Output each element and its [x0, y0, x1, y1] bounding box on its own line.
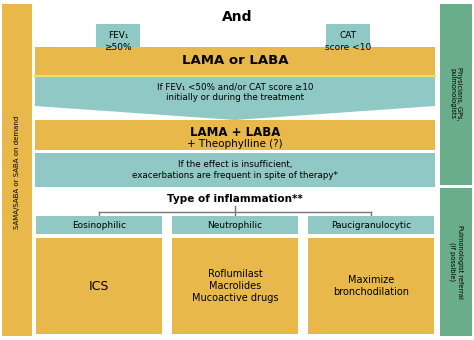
Text: LAMA or LABA: LAMA or LABA: [182, 54, 288, 68]
Text: score <10: score <10: [325, 42, 371, 51]
Text: And: And: [222, 10, 252, 24]
FancyBboxPatch shape: [172, 216, 298, 234]
FancyBboxPatch shape: [440, 4, 472, 185]
FancyBboxPatch shape: [36, 238, 162, 334]
FancyBboxPatch shape: [172, 238, 298, 334]
Text: Physicians, GPs,
pulmonologists: Physicians, GPs, pulmonologists: [449, 67, 463, 121]
Text: + Theophylline (?): + Theophylline (?): [187, 139, 283, 149]
Text: Eosinophilic: Eosinophilic: [72, 221, 126, 230]
Text: Neutrophilic: Neutrophilic: [208, 221, 263, 230]
Polygon shape: [88, 74, 148, 96]
Text: CAT: CAT: [339, 31, 356, 39]
Text: Paucigranulocytic: Paucigranulocytic: [331, 221, 411, 230]
Text: If FEV₁ <50% and/or CAT score ≥10
initially or during the treatment: If FEV₁ <50% and/or CAT score ≥10 initia…: [157, 82, 313, 102]
Text: Pulmonologist referral
(if possible): Pulmonologist referral (if possible): [449, 225, 463, 299]
FancyBboxPatch shape: [326, 24, 370, 74]
FancyBboxPatch shape: [35, 47, 435, 75]
Text: If the effect is insufficient,
exacerbations are frequent in spite of therapy*: If the effect is insufficient, exacerbat…: [132, 160, 338, 180]
FancyBboxPatch shape: [35, 120, 435, 150]
Text: SAMA/SABA or SABA on demand: SAMA/SABA or SABA on demand: [14, 115, 20, 228]
FancyBboxPatch shape: [308, 216, 434, 234]
Text: ≥50%: ≥50%: [104, 42, 132, 51]
Text: FEV₁: FEV₁: [108, 31, 128, 39]
Text: LAMA + LABA: LAMA + LABA: [190, 125, 280, 138]
Text: ICS: ICS: [89, 279, 109, 292]
Text: Maximize
bronchodilation: Maximize bronchodilation: [333, 275, 409, 297]
Text: Roflumilast
Macrolides
Mucoactive drugs: Roflumilast Macrolides Mucoactive drugs: [192, 269, 278, 303]
FancyBboxPatch shape: [308, 238, 434, 334]
FancyBboxPatch shape: [36, 216, 162, 234]
Text: Type of inflammation**: Type of inflammation**: [167, 194, 303, 204]
Polygon shape: [318, 74, 378, 96]
FancyBboxPatch shape: [2, 4, 32, 336]
Polygon shape: [35, 77, 435, 120]
FancyBboxPatch shape: [96, 24, 140, 74]
FancyBboxPatch shape: [440, 188, 472, 336]
FancyBboxPatch shape: [35, 153, 435, 187]
